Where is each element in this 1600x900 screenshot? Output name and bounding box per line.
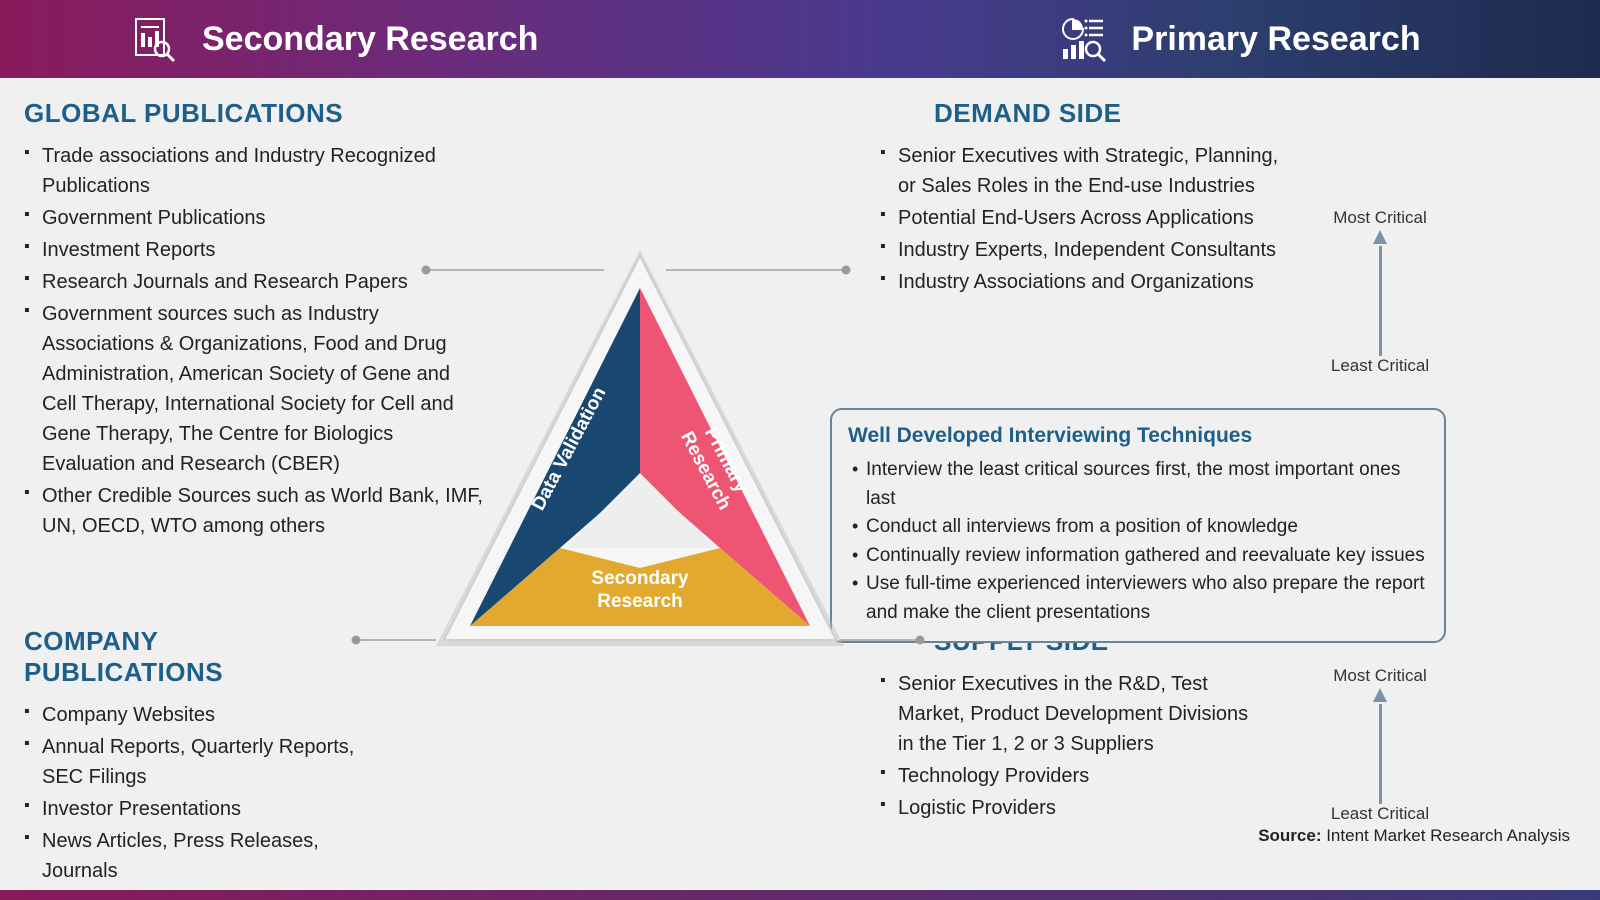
- list-item: News Articles, Press Releases, Journals: [24, 826, 364, 886]
- global-publications-title: GLOBAL PUBLICATIONS: [24, 98, 484, 129]
- arrow-line: [1379, 246, 1382, 356]
- company-publications-list: Company Websites Annual Reports, Quarter…: [24, 700, 364, 886]
- demand-side-list: Senior Executives with Strategic, Planni…: [880, 141, 1280, 297]
- list-item: Senior Executives with Strategic, Planni…: [880, 141, 1280, 201]
- techniques-title: Well Developed Interviewing Techniques: [848, 424, 1428, 448]
- research-triangle: Data Validation Primary Research Seconda…: [430, 248, 850, 648]
- arrow-up-icon: [1373, 230, 1387, 244]
- criticality-scale-supply: Most Critical Least Critical: [1320, 666, 1440, 824]
- list-item: Investor Presentations: [24, 794, 364, 824]
- connector-line: [426, 269, 604, 271]
- list-item: Trade associations and Industry Recogniz…: [24, 141, 484, 201]
- supply-side-section: SUPPLY SIDE Senior Executives in the R&D…: [880, 626, 1260, 825]
- least-critical-label: Least Critical: [1331, 356, 1429, 376]
- demand-side-title: DEMAND SIDE: [880, 98, 1280, 129]
- footer-bar: [0, 890, 1600, 900]
- global-publications-section: GLOBAL PUBLICATIONS Trade associations a…: [24, 98, 484, 543]
- arrow-up-icon: [1373, 688, 1387, 702]
- global-publications-list: Trade associations and Industry Recogniz…: [24, 141, 484, 541]
- list-item: Conduct all interviews from a position o…: [848, 513, 1428, 542]
- list-item: Interview the least critical sources fir…: [848, 456, 1428, 513]
- connector-line: [840, 639, 920, 641]
- criticality-scale-demand: Most Critical Least Critical: [1320, 208, 1440, 376]
- list-item: Use full-time experienced interviewers w…: [848, 570, 1428, 627]
- most-critical-label: Most Critical: [1333, 666, 1427, 686]
- arrow-line: [1379, 704, 1382, 804]
- source-text: Intent Market Research Analysis: [1321, 826, 1570, 845]
- content-area: GLOBAL PUBLICATIONS Trade associations a…: [0, 78, 1600, 870]
- header-left-title: Secondary Research: [202, 20, 538, 59]
- source-attribution: Source: Intent Market Research Analysis: [1258, 826, 1570, 846]
- connector-dot-icon: [422, 266, 431, 275]
- triangle-label-bottom: Secondary Research: [550, 568, 730, 614]
- list-item: Government sources such as Industry Asso…: [24, 299, 484, 479]
- header: Secondary Research Primary Research: [0, 0, 1600, 78]
- list-item: Company Websites: [24, 700, 364, 730]
- list-item: Senior Executives in the R&D, Test Marke…: [880, 669, 1260, 759]
- connector-line: [666, 269, 846, 271]
- list-item: Research Journals and Research Papers: [24, 267, 484, 297]
- analytics-search-icon: [1059, 15, 1107, 63]
- header-right-title: Primary Research: [1131, 20, 1420, 59]
- list-item: Potential End-Users Across Applications: [880, 203, 1280, 233]
- list-item: Industry Experts, Independent Consultant…: [880, 235, 1280, 265]
- list-item: Technology Providers: [880, 761, 1260, 791]
- least-critical-label: Least Critical: [1331, 804, 1429, 824]
- company-publications-title: COMPANY PUBLICATIONS: [24, 626, 364, 688]
- triangle-label-bottom-text: Secondary Research: [591, 568, 688, 612]
- demand-side-section: DEMAND SIDE Senior Executives with Strat…: [880, 98, 1280, 299]
- header-right: Primary Research: [880, 0, 1600, 78]
- list-item: Government Publications: [24, 203, 484, 233]
- document-search-icon: [130, 15, 178, 63]
- connector-dot-icon: [842, 266, 851, 275]
- list-item: Annual Reports, Quarterly Reports, SEC F…: [24, 732, 364, 792]
- list-item: Continually review information gathered …: [848, 542, 1428, 571]
- list-item: Industry Associations and Organizations: [880, 267, 1280, 297]
- techniques-list: Interview the least critical sources fir…: [848, 456, 1428, 627]
- list-item: Logistic Providers: [880, 793, 1260, 823]
- most-critical-label: Most Critical: [1333, 208, 1427, 228]
- connector-dot-icon: [916, 636, 925, 645]
- techniques-box: Well Developed Interviewing Techniques I…: [830, 408, 1446, 643]
- company-publications-section: COMPANY PUBLICATIONS Company Websites An…: [24, 626, 364, 888]
- connector-dot-icon: [352, 636, 361, 645]
- supply-side-list: Senior Executives in the R&D, Test Marke…: [880, 669, 1260, 823]
- source-prefix: Source:: [1258, 826, 1321, 845]
- connector-line: [356, 639, 436, 641]
- header-left: Secondary Research: [0, 0, 880, 78]
- list-item: Investment Reports: [24, 235, 484, 265]
- list-item: Other Credible Sources such as World Ban…: [24, 481, 484, 541]
